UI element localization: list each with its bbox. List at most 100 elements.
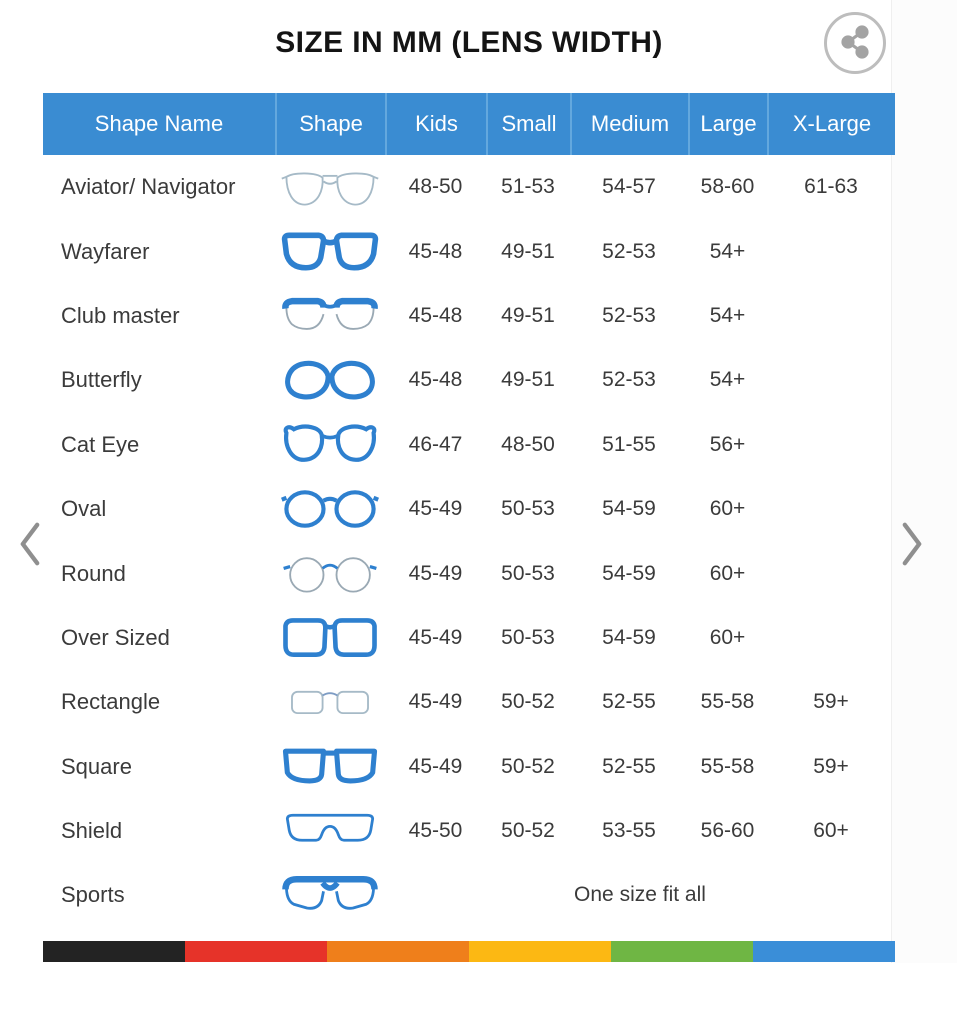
square-glasses-icon (275, 735, 385, 799)
one-size-cell: One size fit all (574, 883, 706, 907)
column-header-medium: Medium (570, 93, 688, 155)
table-row: Round 45-49 50-53 54-59 60+ (43, 541, 895, 605)
share-icon (839, 24, 871, 63)
column-header-large: Large (688, 93, 767, 155)
size-cell-x-large (767, 477, 895, 541)
size-cell-kids: 46-47 (408, 432, 463, 456)
size-cell-medium: 52-55 (602, 754, 656, 778)
table-row: Over Sized 45-49 50-53 54-59 60+ (43, 606, 895, 670)
size-cell-medium: 54-57 (602, 175, 656, 199)
chevron-left-icon (15, 522, 45, 571)
oval-glasses-icon (275, 477, 385, 541)
size-cell-x-large (767, 541, 895, 605)
size-cell-medium: 54-59 (602, 561, 656, 585)
size-cell-small: 49-51 (501, 239, 555, 263)
size-cell-x-large: 59+ (813, 690, 849, 714)
brand-color-stripe (43, 941, 895, 962)
shape-name-cell: Club master (61, 302, 180, 328)
size-cell-medium: 52-53 (602, 303, 656, 327)
size-cell-large: 56-60 (700, 819, 755, 843)
table-header-row: Shape Name Shape Kids Small Medium Large… (43, 93, 895, 155)
size-cell-small: 50-53 (501, 497, 555, 521)
size-cell-x-large (767, 284, 895, 348)
color-stripe-segment (611, 941, 753, 962)
shape-name-cell: Cat Eye (61, 431, 140, 457)
size-cell-large: 54+ (709, 368, 746, 392)
size-cell-small: 51-53 (501, 175, 555, 199)
size-cell-small: 50-52 (501, 754, 555, 778)
shape-name-cell: Shield (61, 818, 123, 844)
shape-name-cell: Aviator/ Navigator (61, 174, 236, 200)
size-cell-small: 48-50 (501, 432, 555, 456)
color-stripe-segment (753, 941, 895, 962)
sports-glasses-icon (275, 863, 385, 927)
size-cell-medium: 52-53 (602, 368, 656, 392)
size-cell-large: 56+ (709, 432, 746, 456)
table-row: Sports One size fit all (43, 863, 895, 927)
shield-glasses-icon (275, 799, 385, 863)
table-row: Rectangle 45-49 50-52 52-55 55-58 59+ (43, 670, 895, 734)
carousel-prev-button[interactable] (15, 520, 45, 568)
size-cell-large: 55-58 (700, 754, 755, 778)
size-cell-kids: 45-49 (408, 497, 463, 521)
size-cell-small: 49-51 (501, 303, 555, 327)
size-cell-large: 58-60 (700, 175, 755, 199)
shape-name-cell: Butterfly (61, 367, 142, 393)
chevron-right-icon (897, 522, 927, 571)
color-stripe-segment (43, 941, 185, 962)
size-cell-x-large (767, 413, 895, 477)
size-cell-x-large: 59+ (813, 754, 849, 778)
size-cell-small: 50-52 (501, 819, 555, 843)
butterfly-glasses-icon (275, 348, 385, 412)
size-cell-x-large: 60+ (813, 819, 849, 843)
size-cell-kids: 45-48 (408, 239, 463, 263)
table-row: Club master 45-48 49-51 52-53 54+ (43, 284, 895, 348)
carousel-next-button[interactable] (897, 520, 927, 568)
table-row: Butterfly 45-48 49-51 52-53 54+ (43, 348, 895, 412)
cat-eye-glasses-icon (275, 413, 385, 477)
size-cell-large: 60+ (709, 561, 746, 585)
shape-name-cell: Over Sized (61, 624, 170, 650)
size-cell-kids: 45-48 (408, 303, 463, 327)
color-stripe-segment (469, 941, 611, 962)
aviator-glasses-icon (275, 155, 385, 219)
column-header-x-large: X-Large (767, 93, 895, 155)
size-cell-kids: 45-48 (408, 368, 463, 392)
size-cell-x-large: 61-63 (804, 175, 858, 199)
size-cell-x-large (767, 606, 895, 670)
oversized-glasses-icon (275, 606, 385, 670)
size-table: Shape Name Shape Kids Small Medium Large… (43, 93, 895, 928)
size-cell-kids: 45-49 (408, 754, 463, 778)
share-button[interactable] (824, 12, 886, 74)
size-cell-kids: 45-49 (408, 690, 463, 714)
table-row: Cat Eye 46-47 48-50 51-55 56+ (43, 413, 895, 477)
size-cell-medium: 54-59 (602, 497, 656, 521)
table-row: Square 45-49 50-52 52-55 55-58 59+ (43, 735, 895, 799)
column-header-small: Small (486, 93, 570, 155)
size-cell-small: 50-53 (501, 561, 555, 585)
shape-name-cell: Oval (61, 496, 107, 522)
size-cell-large: 54+ (709, 239, 746, 263)
round-glasses-icon (275, 541, 385, 605)
color-stripe-segment (185, 941, 327, 962)
size-cell-large: 55-58 (700, 690, 755, 714)
column-header-shape-name: Shape Name (94, 111, 224, 136)
table-body: Aviator/ Navigator 48-50 51-53 54-57 58-… (43, 155, 895, 928)
table-row: Oval 45-49 50-53 54-59 60+ (43, 477, 895, 541)
shape-name-cell: Sports (61, 882, 125, 908)
size-cell-x-large (767, 219, 895, 283)
shape-name-cell: Square (61, 753, 132, 779)
size-cell-small: 49-51 (501, 368, 555, 392)
size-cell-small: 50-52 (501, 690, 555, 714)
table-row: Shield 45-50 50-52 53-55 56-60 60+ (43, 799, 895, 863)
size-cell-medium: 53-55 (602, 819, 656, 843)
shape-name-cell: Wayfarer (61, 238, 150, 264)
carousel-edge-gutter (891, 0, 957, 963)
size-cell-medium: 52-55 (602, 690, 656, 714)
size-cell-large: 60+ (709, 497, 746, 521)
size-cell-x-large (767, 348, 895, 412)
size-cell-kids: 48-50 (408, 175, 463, 199)
size-cell-large: 54+ (709, 303, 746, 327)
wayfarer-glasses-icon (275, 219, 385, 283)
